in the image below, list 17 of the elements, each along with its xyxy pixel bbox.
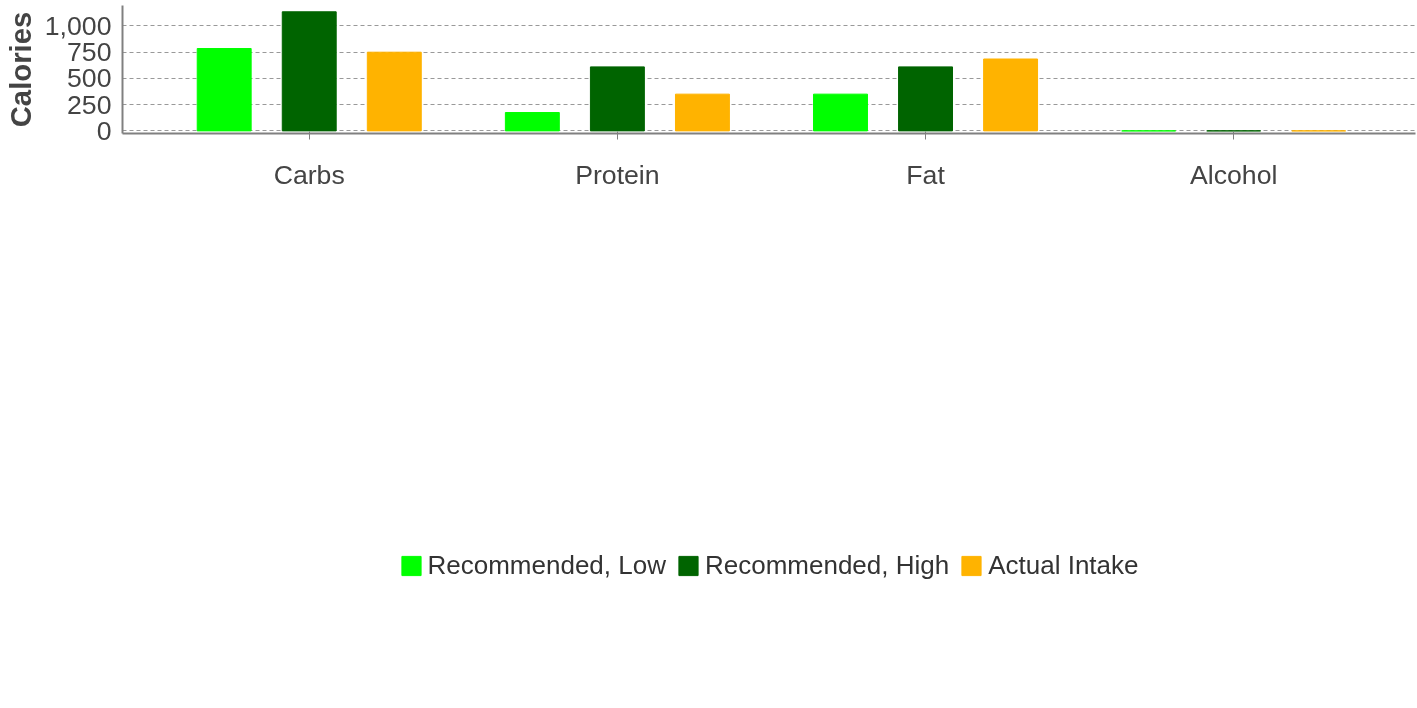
bar	[813, 93, 868, 132]
bar	[589, 66, 645, 132]
bar	[674, 93, 730, 132]
bar	[898, 66, 953, 132]
bar	[196, 48, 252, 132]
bar	[281, 11, 337, 132]
legend-label: Actual Intake	[988, 549, 1139, 581]
x-tick-label: Carbs	[273, 159, 345, 190]
legend-label: Recommended, Low	[427, 549, 666, 581]
bar	[366, 51, 422, 132]
x-tick-label: Alcohol	[1189, 159, 1278, 190]
legend-label: Recommended, High	[704, 549, 950, 581]
y-axis-title: Calories	[3, 11, 37, 128]
bar	[983, 58, 1039, 132]
x-tick-label: Protein	[575, 159, 660, 190]
bar	[504, 112, 560, 132]
x-tick-label: Fat	[906, 159, 946, 190]
